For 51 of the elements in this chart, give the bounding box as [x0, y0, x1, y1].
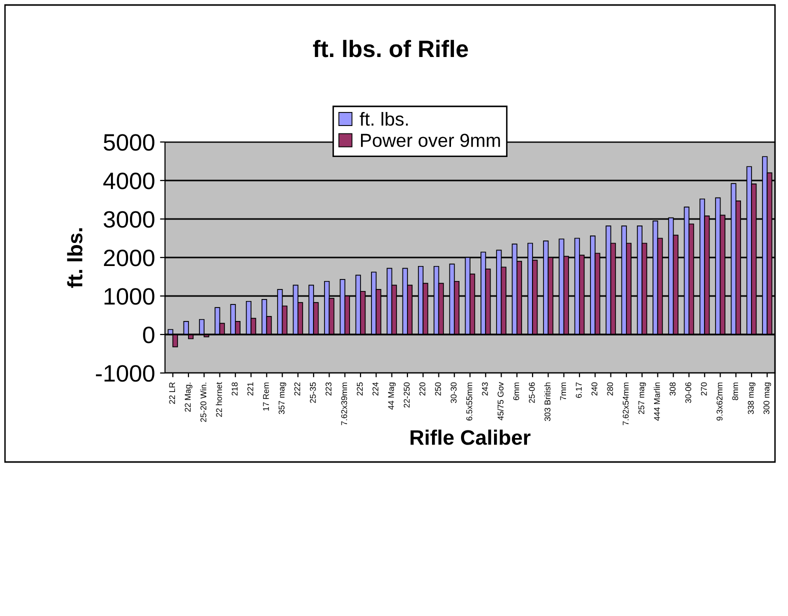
- x-tick-label: 44 Mag: [388, 382, 396, 410]
- x-tick-label: 25-20 Win.: [200, 382, 206, 422]
- x-tick-label: 7.62x39mm: [341, 382, 348, 426]
- x-tick-label: 22 hornet: [216, 382, 222, 417]
- x-tick-label: 25-35: [310, 382, 316, 403]
- x-tick-label: 243: [482, 382, 488, 396]
- x-tick-label: 22 Mag.: [184, 382, 192, 412]
- x-tick-label: 308: [670, 382, 676, 396]
- x-tick-label: 250: [435, 382, 441, 396]
- x-tick-label: 7mm: [560, 382, 566, 400]
- x-tick-label: 6.17: [576, 382, 582, 398]
- y-tick-label: 5000: [104, 134, 154, 151]
- x-tick-label: 6mm: [513, 382, 520, 400]
- x-tick-label: 303 British: [544, 382, 550, 422]
- x-tick-label: 444 Marlin: [654, 382, 660, 421]
- y-tick-label: 1000: [104, 288, 154, 305]
- y-tick-label: 4000: [103, 172, 154, 190]
- legend-label: ft. lbs.: [360, 112, 408, 126]
- x-tick-label: 22 LR: [169, 382, 175, 404]
- x-tick-label: 220: [419, 382, 426, 396]
- x-tick-label: 8mm: [732, 382, 738, 400]
- y-tick-label: 0: [143, 326, 154, 344]
- x-tick-label: 22-250: [404, 382, 410, 408]
- x-tick-label: 270: [700, 382, 707, 396]
- x-tick-label: 221: [247, 382, 254, 396]
- x-tick-label: 224: [372, 382, 378, 396]
- x-tick-label: 218: [232, 382, 238, 396]
- x-tick-label: 280: [607, 382, 614, 396]
- x-tick-label: 25-06: [528, 382, 535, 403]
- x-tick-label: 338 mag: [748, 382, 756, 414]
- x-tick-label: 300 mag: [764, 382, 772, 414]
- y-tick-label: -1000: [96, 365, 154, 382]
- x-tick-label: 222: [294, 382, 300, 396]
- x-tick-label: 30-06: [685, 382, 692, 404]
- x-tick-label: 357 mag: [278, 382, 286, 414]
- x-tick-label: 257 mag: [638, 382, 646, 414]
- x-tick-label: 9.3x62mm: [716, 382, 722, 421]
- y-tick-label: 3000: [104, 211, 154, 228]
- x-tick-label: 6.5x55mm: [466, 382, 472, 421]
- x-tick-label: 45/75 Gov: [497, 382, 504, 420]
- y-axis-title: ft. lbs.: [67, 228, 82, 288]
- x-tick-label: 223: [326, 382, 332, 396]
- y-tick-label: 2000: [104, 250, 154, 266]
- x-tick-label: 17 Rem: [263, 382, 269, 411]
- legend-label: Power over 9mm: [361, 134, 500, 147]
- x-axis-title: Rifle Caliber: [410, 430, 530, 445]
- x-tick-label: 30-30: [450, 382, 457, 404]
- chart-title: ft. lbs. of Rifle: [313, 40, 468, 58]
- x-tick-label: 240: [591, 382, 598, 396]
- x-tick-label: 7.62x54mm: [622, 382, 629, 426]
- x-tick-label: 225: [356, 382, 363, 396]
